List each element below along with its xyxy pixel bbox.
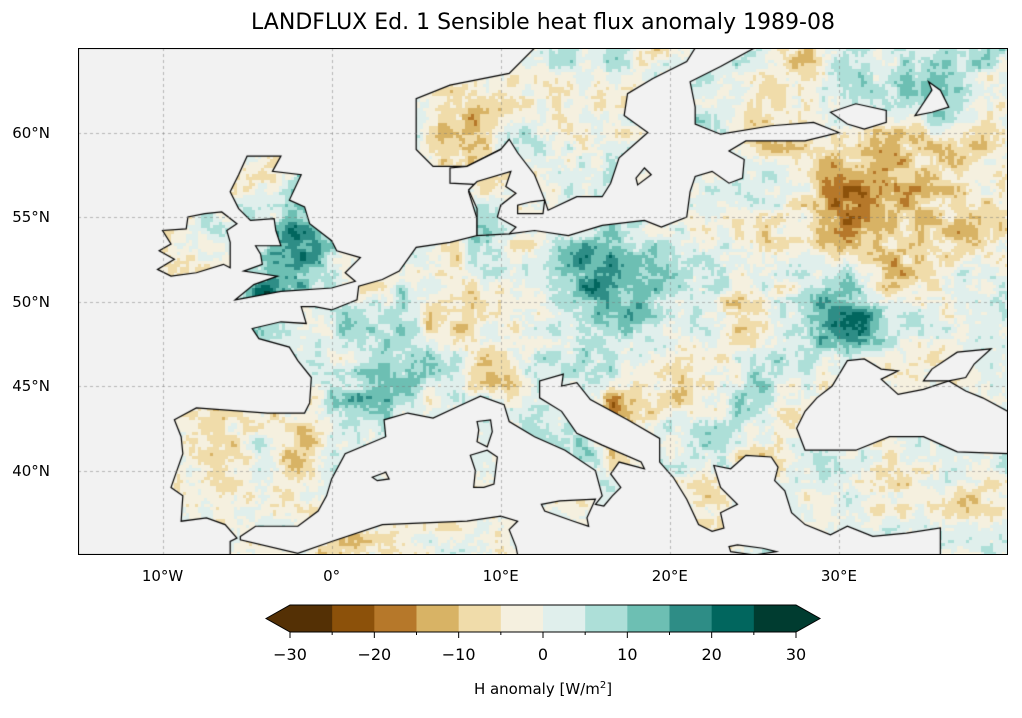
colorbar-extend-under <box>266 605 290 632</box>
colorbar-label-text: H anomaly [W/m <box>473 680 600 698</box>
colorbar-bin <box>500 605 544 632</box>
colorbar-tick-label: 30 <box>785 645 807 664</box>
colorbar-bin <box>585 605 628 632</box>
lon-tick-label: 0° <box>323 567 341 585</box>
colorbar-bin <box>374 605 417 632</box>
colorbar-tick-label: 0 <box>537 645 549 664</box>
colorbar-bin <box>711 605 755 632</box>
colorbar-extend-over <box>796 605 820 632</box>
colorbar-bin <box>332 605 375 632</box>
lon-tick-label: 30°E <box>820 567 857 585</box>
lon-tick-label: 10°W <box>141 567 184 585</box>
lat-tick-label: 60°N <box>12 123 50 142</box>
colorbar-bin <box>458 605 502 632</box>
colorbar-tick-label: 20 <box>701 645 722 664</box>
chart-title: LANDFLUX Ed. 1 Sensible heat flux anomal… <box>251 10 835 35</box>
lat-tick-label: 55°N <box>12 208 50 226</box>
colorbar-bin <box>753 605 797 632</box>
colorbar-bin <box>543 605 586 632</box>
colorbar-bin <box>290 605 333 632</box>
colorbar-tick-label: −30 <box>273 645 307 664</box>
colorbar-bin <box>669 605 713 632</box>
colorbar-label-sup: 2 <box>599 680 607 691</box>
colorbar-label: H anomaly [W/m2] <box>290 680 796 698</box>
anomaly-map <box>78 48 1008 555</box>
lon-tick-label: 10°E <box>482 567 519 585</box>
colorbar-bin <box>627 605 670 632</box>
colorbar-tick-label: −20 <box>357 645 392 664</box>
colorbar-tick-label: 10 <box>617 645 638 664</box>
lat-tick-label: 50°N <box>12 292 50 311</box>
lat-tick-label: 45°N <box>12 377 50 395</box>
colorbar-bin <box>416 605 460 632</box>
lon-tick-label: 20°E <box>651 567 688 585</box>
lat-tick-label: 40°N <box>12 461 50 480</box>
colorbar-label-suffix: ] <box>606 680 613 698</box>
colorbar-tick-label: −10 <box>441 645 476 664</box>
